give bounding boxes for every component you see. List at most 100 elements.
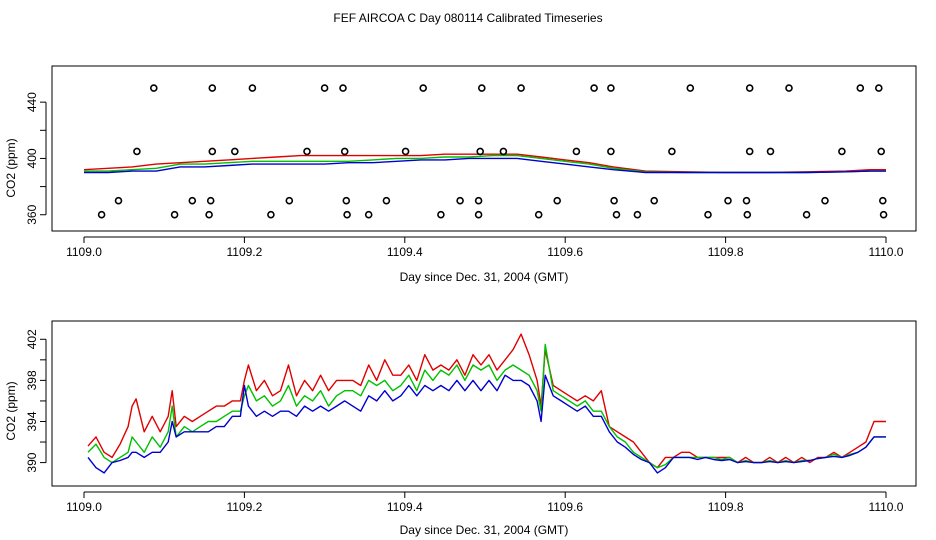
top-y-axis: 360 400 440 <box>25 92 47 225</box>
top-marker-point <box>743 210 752 219</box>
top-series-line-blue <box>84 157 886 174</box>
bottom-x-tick-label: 1109.6 <box>547 500 583 514</box>
top-x-tick-label: 1109.2 <box>226 245 262 259</box>
top-marker-point <box>231 147 239 156</box>
top-marker-point <box>364 210 373 219</box>
top-plot-frame <box>51 65 917 232</box>
top-marker-point <box>766 147 775 156</box>
top-marker-point <box>150 84 158 92</box>
top-marker-point <box>248 84 257 92</box>
bottom-series-line-green <box>87 343 886 469</box>
top-x-axis: 1109.0 1109.2 1109.4 1109.6 1109.8 1110.0 <box>66 236 904 259</box>
top-marker-point <box>342 196 351 205</box>
bottom-x-tick-label: 1109.4 <box>387 500 423 514</box>
top-marker-point <box>188 196 197 205</box>
top-marker-point <box>668 147 676 156</box>
top-marker-point <box>821 196 829 205</box>
top-marker-point <box>303 147 311 156</box>
bottom-x-axis-label: Day since Dec. 31, 2004 (GMT) <box>400 523 569 537</box>
top-marker-point <box>419 84 428 92</box>
top-marker-point <box>114 196 123 205</box>
top-series-lines <box>83 153 886 174</box>
top-markers <box>97 84 888 219</box>
bottom-y-tick-label: 394 <box>25 411 39 431</box>
bottom-y-axis: 390 394 398 402 <box>25 329 47 473</box>
bottom-x-tick-label: 1109.2 <box>226 500 262 514</box>
top-marker-point <box>208 147 217 156</box>
top-marker-point <box>456 196 464 205</box>
top-marker-point <box>686 84 695 92</box>
bottom-series-line-blue <box>87 374 886 474</box>
bottom-y-axis-label: CO2 (ppm) <box>4 381 18 440</box>
top-marker-point <box>878 196 887 205</box>
top-marker-point <box>607 147 615 156</box>
bottom-y-tick-label: 402 <box>25 329 39 349</box>
bottom-y-tick-label: 398 <box>25 370 39 390</box>
top-marker-point <box>97 210 106 219</box>
top-marker-point <box>437 210 445 219</box>
top-y-tick-label: 440 <box>25 92 39 112</box>
top-marker-point <box>874 84 883 92</box>
top-marker-point <box>476 147 485 156</box>
top-marker-point <box>607 84 615 92</box>
top-marker-point <box>206 196 215 205</box>
top-marker-point <box>633 210 642 219</box>
top-marker-point <box>205 210 213 219</box>
top-marker-point <box>879 210 888 219</box>
bottom-series-line-red <box>87 333 886 469</box>
top-marker-point <box>340 147 349 156</box>
top-marker-point <box>610 196 618 205</box>
bottom-x-tick-label: 1110.0 <box>869 500 904 514</box>
top-marker-point <box>745 147 754 156</box>
top-marker-point <box>590 84 598 92</box>
top-marker-point <box>474 210 483 219</box>
top-marker-point <box>534 210 543 219</box>
top-marker-point <box>382 196 391 205</box>
bottom-panel: 1109.0 1109.2 1109.4 1109.6 1109.8 1110.0 390… <box>4 320 917 537</box>
top-marker-point <box>133 147 141 156</box>
top-marker-point <box>650 196 659 205</box>
top-marker-point <box>320 84 329 92</box>
top-marker-point <box>477 84 486 92</box>
top-marker-point <box>343 210 351 219</box>
top-marker-point <box>724 196 732 205</box>
top-marker-point <box>339 84 347 92</box>
bottom-x-tick-label: 1109.8 <box>708 500 744 514</box>
bottom-series-lines <box>87 333 886 474</box>
bottom-x-axis: 1109.0 1109.2 1109.4 1109.6 1109.8 1110.0 <box>66 491 904 514</box>
top-marker-point <box>208 84 217 92</box>
top-marker-point <box>553 196 562 205</box>
top-marker-point <box>267 210 275 219</box>
top-marker-point <box>802 210 811 219</box>
top-y-tick-label: 360 <box>25 204 39 224</box>
bottom-plot-frame <box>51 320 917 487</box>
top-marker-point <box>572 147 581 156</box>
top-marker-point <box>474 196 483 205</box>
top-x-tick-label: 1109.4 <box>387 245 423 259</box>
top-x-tick-label: 1110.0 <box>869 245 904 259</box>
top-marker-point <box>704 210 712 219</box>
top-x-tick-label: 1109.8 <box>708 245 744 259</box>
top-marker-point <box>499 147 508 156</box>
top-y-axis-label: CO2 (ppm) <box>4 138 18 197</box>
bottom-y-tick-label: 390 <box>25 452 39 472</box>
top-panel: 1109.0 1109.2 1109.4 1109.6 1109.8 1110.0 360… <box>4 65 917 284</box>
top-marker-point <box>745 84 754 92</box>
top-marker-point <box>612 210 621 219</box>
top-x-tick-label: 1109.0 <box>66 245 102 259</box>
top-marker-point <box>856 84 865 92</box>
top-marker-point <box>401 147 410 156</box>
top-y-tick-label: 400 <box>25 148 39 168</box>
figure-title: FEF AIRCOA C Day 080114 Calibrated Times… <box>333 11 602 25</box>
top-marker-point <box>877 147 886 156</box>
top-marker-point <box>517 84 525 92</box>
top-x-axis-label: Day since Dec. 31, 2004 (GMT) <box>400 270 569 284</box>
bottom-x-tick-label: 1109.0 <box>66 500 102 514</box>
top-series-line-red <box>83 153 886 174</box>
top-marker-point <box>285 196 294 205</box>
top-x-tick-label: 1109.6 <box>547 245 583 259</box>
top-marker-point <box>785 84 793 92</box>
top-marker-point <box>170 210 179 219</box>
